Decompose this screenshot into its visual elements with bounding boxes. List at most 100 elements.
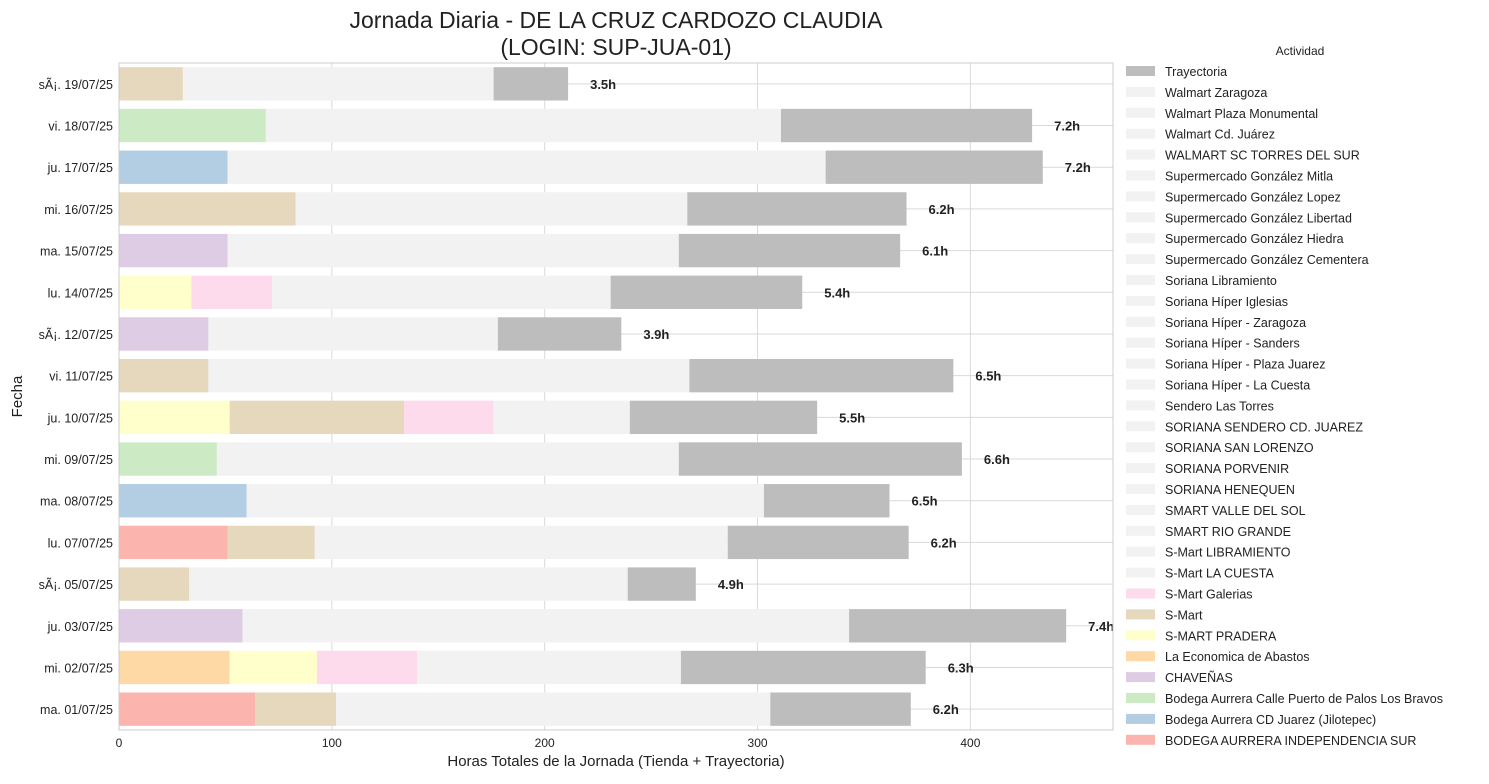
legend-entry: Walmart Cd. Juárez xyxy=(1165,128,1275,142)
chart-title: (LOGIN: SUP-JUA-01) xyxy=(500,34,731,60)
legend-swatch xyxy=(1126,504,1155,515)
y-tick-label: vi. 18/07/25 xyxy=(48,120,113,134)
bar-segment xyxy=(119,233,228,268)
bar-segment xyxy=(678,442,962,476)
legend-swatch xyxy=(1126,316,1155,327)
bar-segment xyxy=(314,525,728,560)
bar-segment xyxy=(119,317,209,351)
bar-segment xyxy=(119,400,230,435)
bar-segment xyxy=(119,484,247,518)
legend-swatch xyxy=(1126,734,1155,745)
total-label: 7.2h xyxy=(1054,119,1080,134)
legend-swatch xyxy=(1126,86,1155,97)
legend-entry: SORIANA SAN LORENZO xyxy=(1165,441,1314,455)
legend-swatch xyxy=(1126,191,1155,202)
bar-segment xyxy=(687,192,907,226)
bar-segment xyxy=(246,484,764,518)
bar-segment xyxy=(627,567,696,601)
bar-segment xyxy=(780,108,1033,143)
bar-segment xyxy=(849,609,1067,643)
legend-swatch xyxy=(1126,630,1155,641)
bar-segment xyxy=(216,442,679,476)
legend-entry: BODEGA AURRERA INDEPENDENCIA SUR xyxy=(1165,734,1416,748)
bar-segment xyxy=(119,108,266,143)
total-label: 7.2h xyxy=(1065,160,1091,175)
bar-segment xyxy=(208,358,690,393)
bar-segment xyxy=(119,692,256,726)
bar-segment xyxy=(316,650,417,685)
bar-segment xyxy=(191,275,273,309)
legend-swatch xyxy=(1126,128,1155,139)
total-label: 6.1h xyxy=(922,244,948,259)
x-tick-label: 100 xyxy=(322,736,342,750)
legend-entry: Soriana Híper - Zaragoza xyxy=(1165,316,1306,330)
bar-segment xyxy=(497,317,622,351)
y-tick-label: ju. 10/07/25 xyxy=(47,411,113,425)
legend-entry: Walmart Plaza Monumental xyxy=(1165,107,1318,121)
x-tick-label: 200 xyxy=(535,736,555,750)
bar-segment xyxy=(727,525,909,560)
y-tick-label: sÃ¡. 19/07/25 xyxy=(39,78,113,92)
legend-swatch xyxy=(1126,149,1155,160)
y-tick-label: ju. 03/07/25 xyxy=(47,620,113,634)
bar-segment xyxy=(119,150,228,184)
y-tick-label: sÃ¡. 12/07/25 xyxy=(39,328,113,342)
legend-swatch xyxy=(1126,484,1155,494)
x-tick-label: 300 xyxy=(748,736,768,750)
bar-segment xyxy=(763,484,890,518)
total-label: 6.2h xyxy=(929,202,955,217)
y-tick-label: mi. 16/07/25 xyxy=(44,203,113,217)
legend-entry: SORIANA PORVENIR xyxy=(1165,462,1289,476)
legend-entry: Trayectoria xyxy=(1165,65,1227,79)
legend-entry: SMART RIO GRANDE xyxy=(1165,525,1291,539)
total-label: 3.9h xyxy=(643,327,669,342)
legend-swatch xyxy=(1126,337,1155,348)
legend-entry: S-Mart LA CUESTA xyxy=(1165,567,1274,581)
y-tick-label: vi. 11/07/25 xyxy=(49,370,113,384)
bar-segment xyxy=(227,233,679,268)
total-label: 5.4h xyxy=(824,285,850,300)
bar-segment xyxy=(242,609,850,643)
bar-segment xyxy=(825,150,1043,184)
legend-title: Actividad xyxy=(1276,44,1325,58)
legend-swatch xyxy=(1126,170,1155,181)
total-label: 6.3h xyxy=(948,660,974,675)
bar-segment xyxy=(416,650,681,685)
legend-entry: Supermercado González Lopez xyxy=(1165,190,1341,204)
y-axis-label: Fecha xyxy=(9,375,26,417)
bar-segment xyxy=(119,275,192,309)
total-label: 7.4h xyxy=(1088,619,1114,634)
y-tick-label: ma. 01/07/25 xyxy=(40,703,113,717)
bar-segment xyxy=(629,400,818,435)
total-label: 4.9h xyxy=(718,577,744,592)
bar-segment xyxy=(404,400,494,435)
legend-entry: Soriana Híper Iglesias xyxy=(1165,295,1288,309)
bar-segment xyxy=(493,67,569,101)
legend-entry: CHAVEÑAS xyxy=(1165,671,1233,685)
x-tick-label: 0 xyxy=(116,736,123,750)
legend-swatch xyxy=(1126,421,1155,432)
legend-swatch xyxy=(1126,212,1155,223)
bar-segment xyxy=(119,525,228,560)
legend-entry: Sendero Las Torres xyxy=(1165,399,1274,413)
y-tick-label: mi. 09/07/25 xyxy=(44,453,113,467)
bar-segment xyxy=(119,609,243,643)
bar-segment xyxy=(229,650,317,685)
legend-entry: Soriana Híper - Plaza Juarez xyxy=(1165,358,1326,372)
bar-segment xyxy=(336,692,771,726)
legend-swatch xyxy=(1126,713,1155,724)
bar-segment xyxy=(610,275,803,309)
chart-title: Jornada Diaria - DE LA CRUZ CARDOZO CLAU… xyxy=(350,7,884,33)
bar-segment xyxy=(119,67,183,101)
legend-entry: S-MART PRADERA xyxy=(1165,629,1277,643)
bar-segment xyxy=(119,192,296,226)
legend-entry: Walmart Zaragoza xyxy=(1165,86,1267,100)
legend-swatch xyxy=(1126,463,1155,474)
legend-swatch xyxy=(1126,609,1155,620)
legend-entry: S-Mart xyxy=(1165,608,1203,622)
legend-entry: Soriana Híper - Sanders xyxy=(1165,337,1300,351)
bar-segment xyxy=(229,400,405,435)
total-label: 6.2h xyxy=(933,702,959,717)
